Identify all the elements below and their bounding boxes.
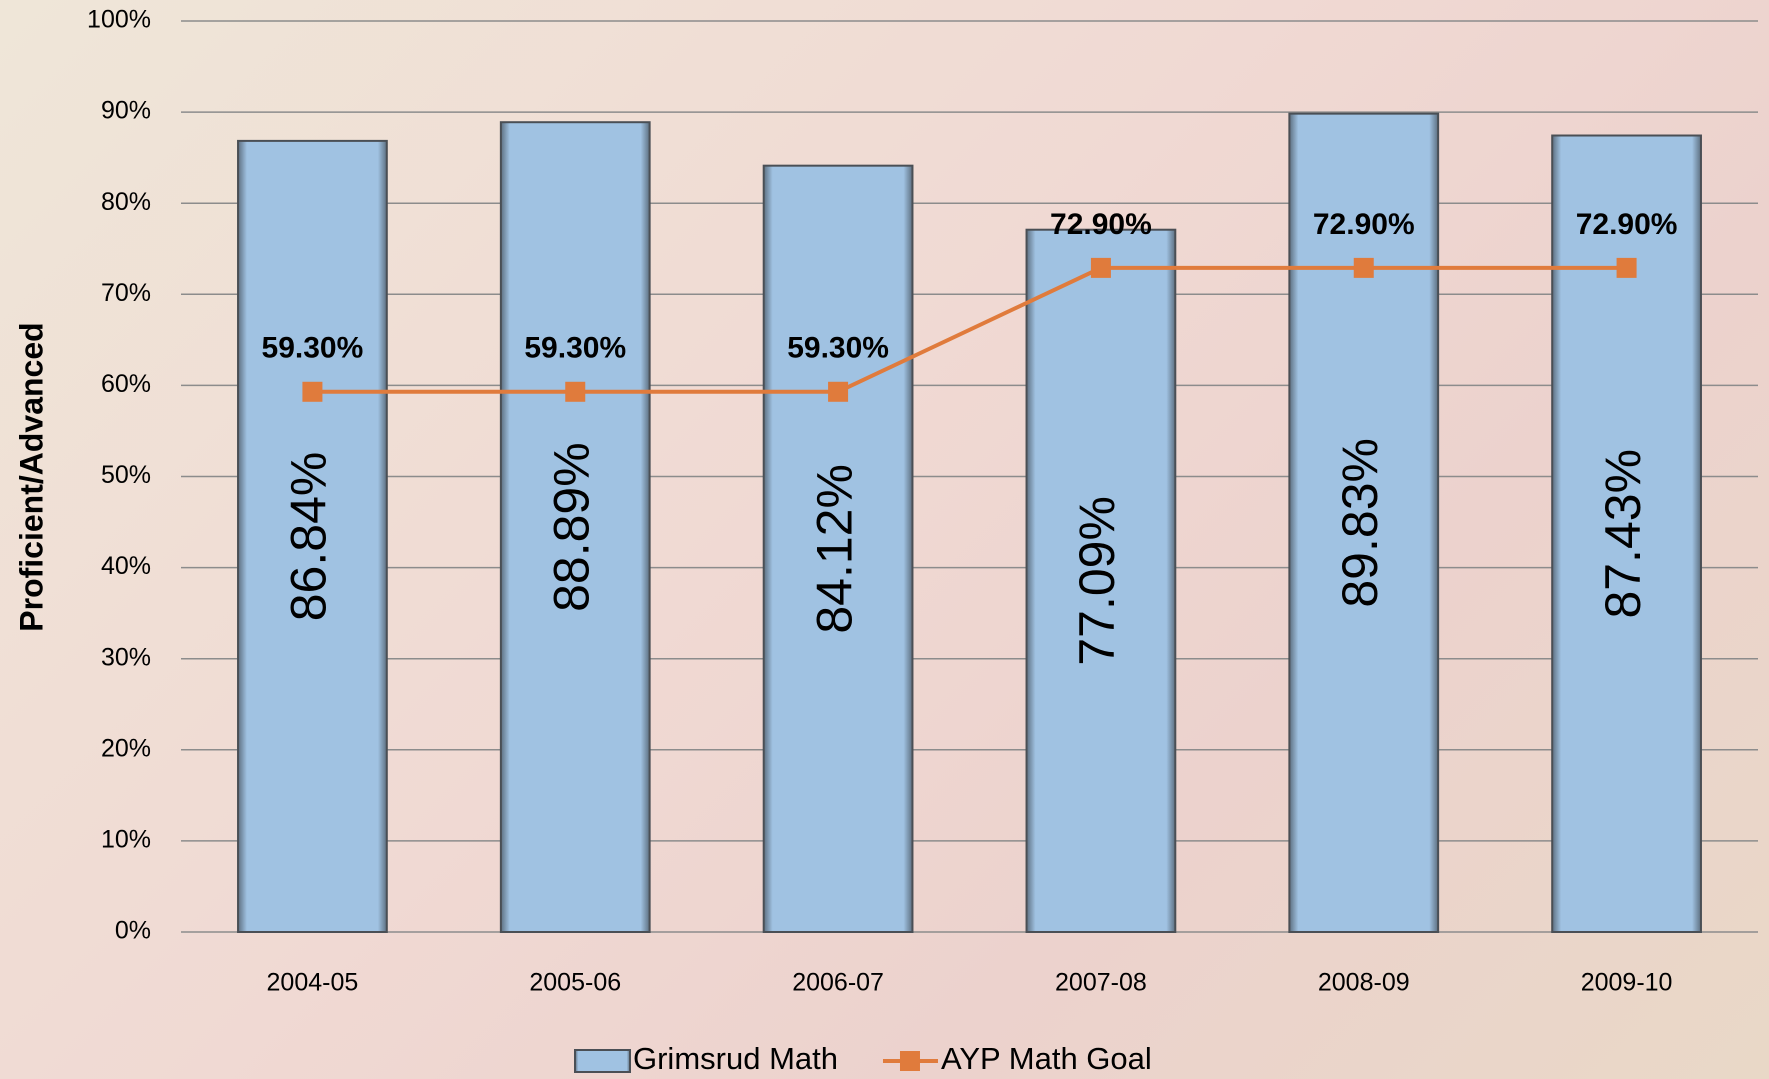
bar-value-label: 86.84% xyxy=(281,452,337,622)
goal-marker xyxy=(302,381,323,402)
y-tick-label: 10% xyxy=(101,826,151,854)
legend-swatch xyxy=(899,1051,920,1071)
goal-marker xyxy=(1616,257,1637,278)
bar xyxy=(237,139,388,934)
goal-value-label: 59.30% xyxy=(787,332,889,365)
goal-marker xyxy=(1353,257,1374,278)
goal-marker xyxy=(1090,257,1111,278)
bar xyxy=(1288,112,1440,934)
bar-value-label: 88.89% xyxy=(543,442,599,612)
bar-value-label: 77.09% xyxy=(1069,496,1125,666)
y-tick-label: 40% xyxy=(101,552,151,580)
legend-label: AYP Math Goal xyxy=(941,1041,1152,1076)
bar xyxy=(1025,228,1177,934)
goal-value-label: 72.90% xyxy=(1576,208,1678,241)
goal-value-label: 59.30% xyxy=(524,332,626,365)
legend-swatch xyxy=(574,1049,631,1073)
bar xyxy=(762,164,914,933)
y-axis-title: Proficient/Advanced xyxy=(13,322,49,631)
bar xyxy=(499,121,651,933)
y-tick-label: 100% xyxy=(87,6,151,34)
x-tick-label: 2004-05 xyxy=(267,969,359,997)
y-tick-label: 30% xyxy=(101,643,151,671)
y-tick-label: 20% xyxy=(101,734,151,762)
x-tick-label: 2009-10 xyxy=(1581,969,1673,997)
x-tick-label: 2007-08 xyxy=(1055,969,1147,997)
y-tick-label: 0% xyxy=(115,917,151,945)
y-tick-label: 70% xyxy=(101,279,151,307)
goal-value-label: 59.30% xyxy=(262,332,364,365)
goal-value-label: 72.90% xyxy=(1313,208,1415,241)
y-tick-label: 50% xyxy=(101,461,151,489)
x-tick-label: 2005-06 xyxy=(529,969,621,997)
goal-value-label: 72.90% xyxy=(1050,208,1152,241)
x-tick-label: 2008-09 xyxy=(1318,969,1410,997)
bar-value-label: 87.43% xyxy=(1595,449,1651,619)
bar-value-label: 89.83% xyxy=(1332,438,1388,608)
x-tick-label: 2006-07 xyxy=(792,969,884,997)
y-tick-label: 80% xyxy=(101,188,151,216)
goal-line xyxy=(312,265,1627,394)
y-tick-label: 60% xyxy=(101,370,151,398)
legend-label: Grimsrud Math xyxy=(633,1041,838,1076)
bar-value-label: 84.12% xyxy=(806,464,862,634)
goal-marker xyxy=(828,381,849,402)
y-tick-label: 90% xyxy=(101,97,151,125)
goal-marker xyxy=(565,381,586,402)
